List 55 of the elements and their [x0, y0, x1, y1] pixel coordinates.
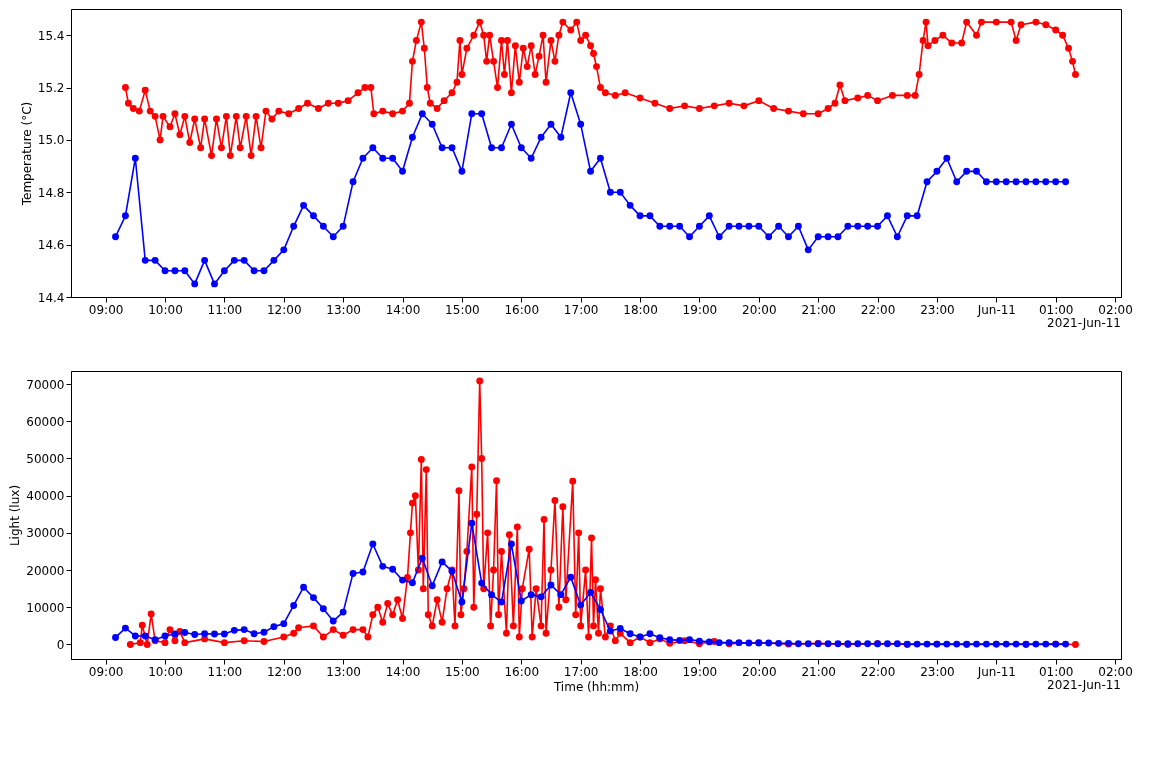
- x-tick-label: 13:00: [326, 664, 361, 679]
- x-tick-label: Jun-11: [976, 302, 1016, 317]
- x-tick-label: 15:00: [445, 302, 480, 317]
- text: 2021-Jun-11: [1047, 316, 1121, 330]
- y-tick-label: 14.8: [37, 185, 65, 200]
- y-tick-label: 20000: [26, 563, 65, 578]
- x-tick-label: 23:00: [920, 302, 955, 317]
- x-axis-title: Time (hh:mm): [552, 679, 640, 694]
- y-tick-label: 70000: [26, 377, 65, 392]
- x-tick-label: 11:00: [207, 664, 243, 679]
- x-tick-label: 20:00: [742, 302, 777, 317]
- x-tick-label: 13:00: [326, 302, 361, 317]
- y-tick-label: 0: [56, 637, 65, 652]
- x-tick-label: 09:00: [88, 302, 124, 317]
- x-tick-label: 01:00: [1038, 302, 1074, 317]
- x-tick-label: 16:00: [504, 302, 540, 317]
- x-tick-label: 12:00: [266, 664, 302, 679]
- x-tick-label: 20:00: [742, 664, 777, 679]
- x-tick-label: 21:00: [801, 302, 836, 317]
- x-tick-label: 15:00: [445, 664, 480, 679]
- x-tick-label: 01:00: [1038, 664, 1074, 679]
- x-tick-label: 22:00: [860, 664, 896, 679]
- y-tick-label: 15.0: [37, 133, 65, 148]
- y-tick-label: 40000: [26, 489, 65, 504]
- y-tick-label: 50000: [26, 451, 65, 466]
- text: 2021-Jun-11: [1047, 678, 1121, 692]
- x-tick-label: 18:00: [623, 664, 658, 679]
- y-tick-label: 14.6: [37, 238, 65, 253]
- x-tick-label: 18:00: [623, 302, 658, 317]
- x-tick-label: 12:00: [266, 302, 302, 317]
- y-tick-label: 60000: [26, 414, 65, 429]
- x-tick-label: 09:00: [88, 664, 124, 679]
- x-tick-label: 10:00: [148, 664, 183, 679]
- x-tick-label: 19:00: [682, 664, 718, 679]
- y-tick-label: 15.4: [37, 28, 65, 43]
- y-tick-label: 10000: [26, 600, 65, 615]
- x-tick-label: Jun-11: [976, 664, 1016, 679]
- x-tick-label: 17:00: [563, 302, 599, 317]
- y-tick-label: 15.2: [37, 81, 65, 96]
- x-tick-label: 11:00: [207, 302, 243, 317]
- y-axis-title: Light (lux): [8, 484, 23, 547]
- y-axis-title: Temperature (°C): [19, 101, 34, 207]
- x-tick-label: 22:00: [860, 302, 896, 317]
- x-tick-label: 19:00: [682, 302, 718, 317]
- x-tick-label: 02:00: [1098, 302, 1133, 317]
- x-tick-label: 17:00: [563, 664, 599, 679]
- x-tick-label: 02:00: [1098, 664, 1133, 679]
- x-tick-label: 14:00: [385, 302, 421, 317]
- y-tick-label: 14.4: [37, 290, 65, 305]
- y-tick-label: 30000: [26, 526, 65, 541]
- x-tick-label: 21:00: [801, 664, 836, 679]
- x-tick-label: 16:00: [504, 664, 540, 679]
- x-tick-label: 10:00: [148, 302, 183, 317]
- x-tick-label: 14:00: [385, 664, 421, 679]
- x-tick-label: 23:00: [920, 664, 955, 679]
